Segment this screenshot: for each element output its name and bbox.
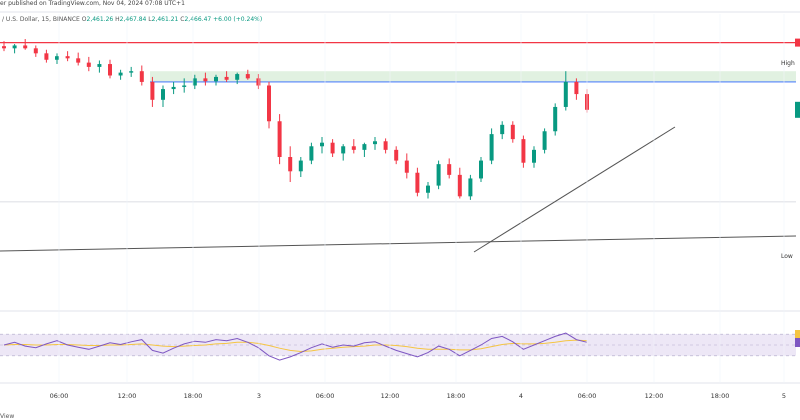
support-trendline bbox=[0, 235, 797, 252]
candle-body bbox=[457, 174, 462, 197]
candle-body bbox=[139, 71, 144, 82]
candle-body bbox=[55, 56, 59, 60]
x-tick-label: 06:00 bbox=[316, 392, 335, 400]
candle-body bbox=[33, 48, 38, 54]
candle-body bbox=[161, 89, 165, 100]
rising-trendline bbox=[473, 126, 676, 253]
candle-body bbox=[510, 124, 515, 140]
x-tick-label: 12:00 bbox=[118, 392, 137, 400]
candle-body bbox=[394, 149, 399, 161]
candle-body bbox=[532, 149, 536, 163]
candle-body bbox=[404, 160, 409, 173]
candle-body bbox=[12, 45, 17, 49]
candle-body bbox=[373, 141, 377, 145]
candle-body bbox=[129, 71, 134, 73]
candle-body bbox=[192, 78, 197, 86]
ohlc-l-value: 2,461.21 bbox=[151, 16, 179, 23]
candle-body bbox=[277, 121, 282, 157]
candle-body bbox=[553, 106, 558, 132]
rsi-marker bbox=[795, 338, 800, 347]
candle-body bbox=[521, 139, 526, 163]
ohlc-h-value: 2,467.84 bbox=[119, 16, 147, 23]
low-label: Low bbox=[781, 253, 793, 260]
candle-body bbox=[267, 85, 271, 122]
candle-body bbox=[436, 164, 441, 186]
ohlc-c-label: C bbox=[180, 16, 185, 23]
candle-body bbox=[362, 144, 367, 150]
candle-body bbox=[288, 157, 293, 172]
candle-body bbox=[542, 131, 547, 150]
candle-body bbox=[65, 56, 70, 59]
publish-line: er published on TradingView.com, Nov 04,… bbox=[0, 0, 185, 7]
x-tick-label: 18:00 bbox=[184, 392, 203, 400]
ohlc-o-value: 2,461.26 bbox=[86, 16, 114, 23]
candle-body bbox=[97, 64, 102, 67]
x-tick-label: 3 bbox=[257, 392, 261, 400]
candle-body bbox=[298, 160, 303, 172]
resistance-zone bbox=[150, 71, 796, 82]
candle-body bbox=[256, 78, 261, 86]
ohlc-o-label: O bbox=[81, 16, 87, 23]
candle-body bbox=[479, 160, 483, 179]
rsi-ma-marker bbox=[795, 330, 800, 338]
candle-body bbox=[426, 185, 430, 193]
symbol-line: / U.S. Dollar, 15, BINANCE O2,461.26 H2,… bbox=[2, 17, 262, 23]
x-tick-label: 06:00 bbox=[50, 392, 69, 400]
symbol-name: / U.S. Dollar, 15, BINANCE bbox=[2, 16, 80, 23]
candle-body bbox=[500, 124, 505, 135]
candle-body bbox=[224, 76, 229, 80]
candle-body bbox=[341, 146, 346, 154]
x-tick-label: 12:00 bbox=[381, 392, 400, 400]
last-price-marker bbox=[795, 101, 800, 118]
candle-body bbox=[76, 58, 81, 63]
chart-header: er published on TradingView.com, Nov 04,… bbox=[0, 0, 800, 23]
candle-body bbox=[118, 72, 123, 76]
x-tick-label: 4 bbox=[519, 392, 523, 400]
candle-body bbox=[203, 78, 208, 82]
candle-body bbox=[330, 142, 335, 154]
candle-body bbox=[235, 74, 240, 80]
footer: View bbox=[0, 413, 14, 420]
candle-body bbox=[214, 76, 218, 82]
x-tick-label: 06:00 bbox=[578, 392, 597, 400]
candle-body bbox=[574, 81, 579, 95]
x-tick-label: 5 bbox=[782, 392, 786, 400]
x-tick-label: 18:00 bbox=[447, 392, 466, 400]
change-value: +6.00 (+0.24%) bbox=[213, 16, 263, 23]
candle-body bbox=[383, 141, 388, 150]
candle-body bbox=[182, 85, 187, 87]
ohlc-c-value: 2,466.47 bbox=[184, 16, 212, 23]
high-label: High bbox=[781, 60, 795, 67]
candle-body bbox=[309, 146, 314, 161]
x-tick-label: 12:00 bbox=[645, 392, 664, 400]
candle-body bbox=[563, 81, 568, 107]
candle-body bbox=[415, 172, 420, 193]
ohlc-l-label: L bbox=[148, 16, 152, 23]
candle-body bbox=[320, 142, 324, 147]
candle-body bbox=[245, 74, 250, 79]
high-price-marker bbox=[795, 38, 800, 47]
x-tick-label: 18:00 bbox=[711, 392, 730, 400]
candle-body bbox=[23, 45, 28, 49]
candle-body bbox=[108, 64, 112, 76]
ohlc-h-label: H bbox=[115, 16, 120, 23]
candle-body bbox=[351, 146, 356, 150]
candle-body bbox=[2, 46, 6, 49]
candle-body bbox=[489, 134, 494, 161]
candle-body bbox=[150, 81, 155, 100]
footer-text: View bbox=[0, 413, 15, 420]
candle-body bbox=[447, 164, 452, 175]
candle-body bbox=[468, 178, 473, 197]
candle-body bbox=[171, 86, 176, 90]
candle-body bbox=[86, 62, 91, 67]
candle-body bbox=[44, 53, 49, 60]
rsi-line bbox=[3, 332, 588, 361]
